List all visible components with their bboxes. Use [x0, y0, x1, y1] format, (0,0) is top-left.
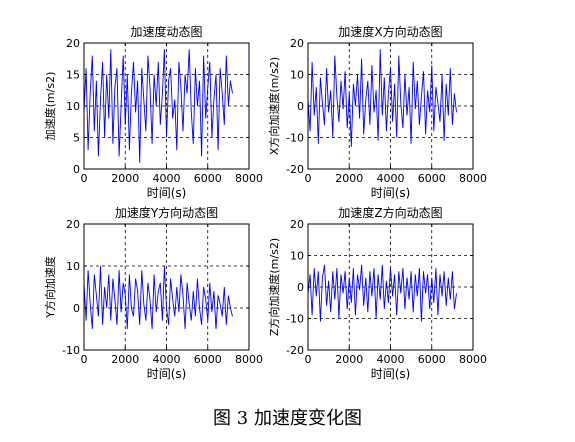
y-axis-label: Y方向加速度	[43, 256, 57, 319]
x-axis-label: 时间(s)	[147, 186, 187, 200]
x-tick-label: 0	[305, 353, 312, 366]
subplot-2: 0 2000 4000 6000 8000 -20 -10 0 10 20 加速度X方向动态图时间(…	[267, 24, 487, 200]
y-tick-label: 15	[66, 69, 80, 82]
x-tick-label: 4000	[377, 353, 405, 366]
subplot-figure: 0 2000 4000 6000 800005101520加速度动态图时间(s)加速度(…	[43, 24, 487, 381]
y-tick-label: -10	[286, 132, 304, 145]
y-tick-label: -10	[286, 313, 304, 326]
x-tick-label: 6000	[194, 172, 222, 185]
y-axis-label: 加速度(m/s2)	[43, 72, 57, 141]
y-tick-label: 20	[290, 37, 304, 50]
x-axis-label: 时间(s)	[147, 367, 187, 381]
y-tick-label: 20	[66, 218, 80, 231]
data-series-line	[307, 264, 457, 322]
x-tick-label: 6000	[418, 172, 446, 185]
x-tick-label: 2000	[111, 353, 139, 366]
y-axis-label: X方向加速度(m/s2)	[267, 57, 281, 155]
subplot-4: 0 2000 4000 6000 8000 -20 -10 0 10 20 加速度Z方向动态图时间(…	[267, 205, 487, 381]
x-tick-label: 2000	[111, 172, 139, 185]
y-tick-label: 20	[66, 37, 80, 50]
y-tick-label: 0	[297, 100, 304, 113]
x-tick-label: 8000	[235, 353, 263, 366]
x-tick-label: 8000	[235, 172, 263, 185]
x-axis-label: 时间(s)	[371, 367, 411, 381]
y-tick-label: 0	[297, 281, 304, 294]
y-tick-label: 5	[73, 132, 80, 145]
y-tick-label: 10	[290, 69, 304, 82]
x-tick-label: 0	[305, 172, 312, 185]
x-tick-label: 4000	[377, 172, 405, 185]
chart-title: 加速度Y方向动态图	[115, 205, 218, 220]
y-axis-label: Z方向加速度(m/s2)	[267, 238, 281, 336]
data-series-line	[83, 49, 233, 163]
x-tick-label: 4000	[153, 172, 181, 185]
x-tick-label: 4000	[153, 353, 181, 366]
x-tick-label: 8000	[459, 172, 487, 185]
x-tick-label: 6000	[194, 353, 222, 366]
data-series-line	[83, 265, 233, 330]
x-tick-label: 8000	[459, 353, 487, 366]
y-tick-label: 20	[290, 218, 304, 231]
y-tick-label: 10	[66, 260, 80, 273]
chart-title: 加速度动态图	[130, 24, 202, 39]
y-tick-label: -20	[286, 344, 304, 357]
x-tick-label: 6000	[418, 353, 446, 366]
figure-caption: 图 3 加速度变化图	[213, 408, 362, 429]
chart-title: 加速度Z方向动态图	[338, 205, 442, 220]
y-tick-label: 10	[66, 100, 80, 113]
y-tick-label: 0	[73, 302, 80, 315]
subplot-3: 0 2000 4000 6000 8000-1001020加速度Y方向动态图时间(s)Y…	[43, 205, 263, 381]
y-tick-label: 0	[73, 163, 80, 176]
x-tick-label: 0	[81, 172, 88, 185]
y-tick-label: -20	[286, 163, 304, 176]
x-axis-label: 时间(s)	[371, 186, 411, 200]
y-tick-label: -10	[62, 344, 80, 357]
y-tick-label: 10	[290, 250, 304, 263]
data-series-line	[307, 49, 457, 147]
chart-title: 加速度X方向动态图	[338, 24, 442, 39]
x-tick-label: 0	[81, 353, 88, 366]
x-tick-label: 2000	[335, 353, 363, 366]
x-tick-label: 2000	[335, 172, 363, 185]
